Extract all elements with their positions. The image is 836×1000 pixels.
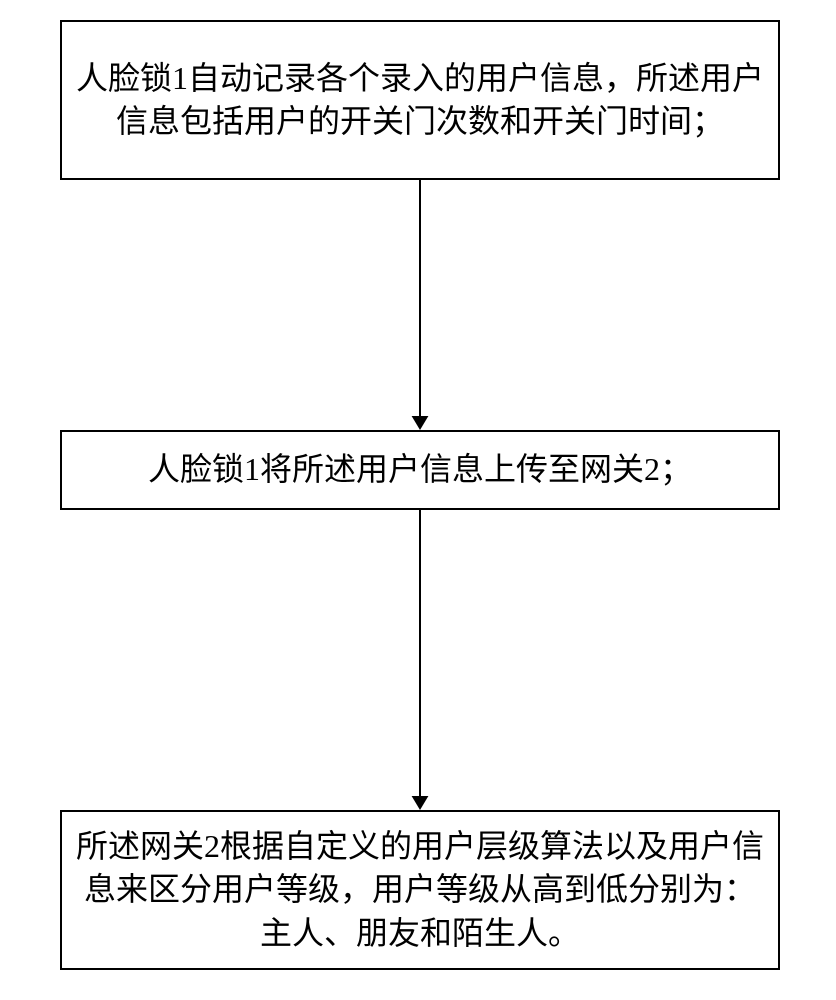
node-text: 所述网关2根据自定义的用户层级算法以及用户信息来区分用户等级，用户等级从高到低分… [62,821,778,959]
flowchart-node-3: 所述网关2根据自定义的用户层级算法以及用户信息来区分用户等级，用户等级从高到低分… [60,810,780,970]
node-text: 人脸锁1将所述用户信息上传至网关2； [62,444,778,495]
flowchart-node-1: 人脸锁1自动记录各个录入的用户信息，所述用户信息包括用户的开关门次数和开关门时间… [60,20,780,180]
flowchart-canvas: 人脸锁1自动记录各个录入的用户信息，所述用户信息包括用户的开关门次数和开关门时间… [0,0,836,1000]
flowchart-node-2: 人脸锁1将所述用户信息上传至网关2； [60,430,780,510]
node-text: 人脸锁1自动记录各个录入的用户信息，所述用户信息包括用户的开关门次数和开关门时间… [62,53,778,147]
